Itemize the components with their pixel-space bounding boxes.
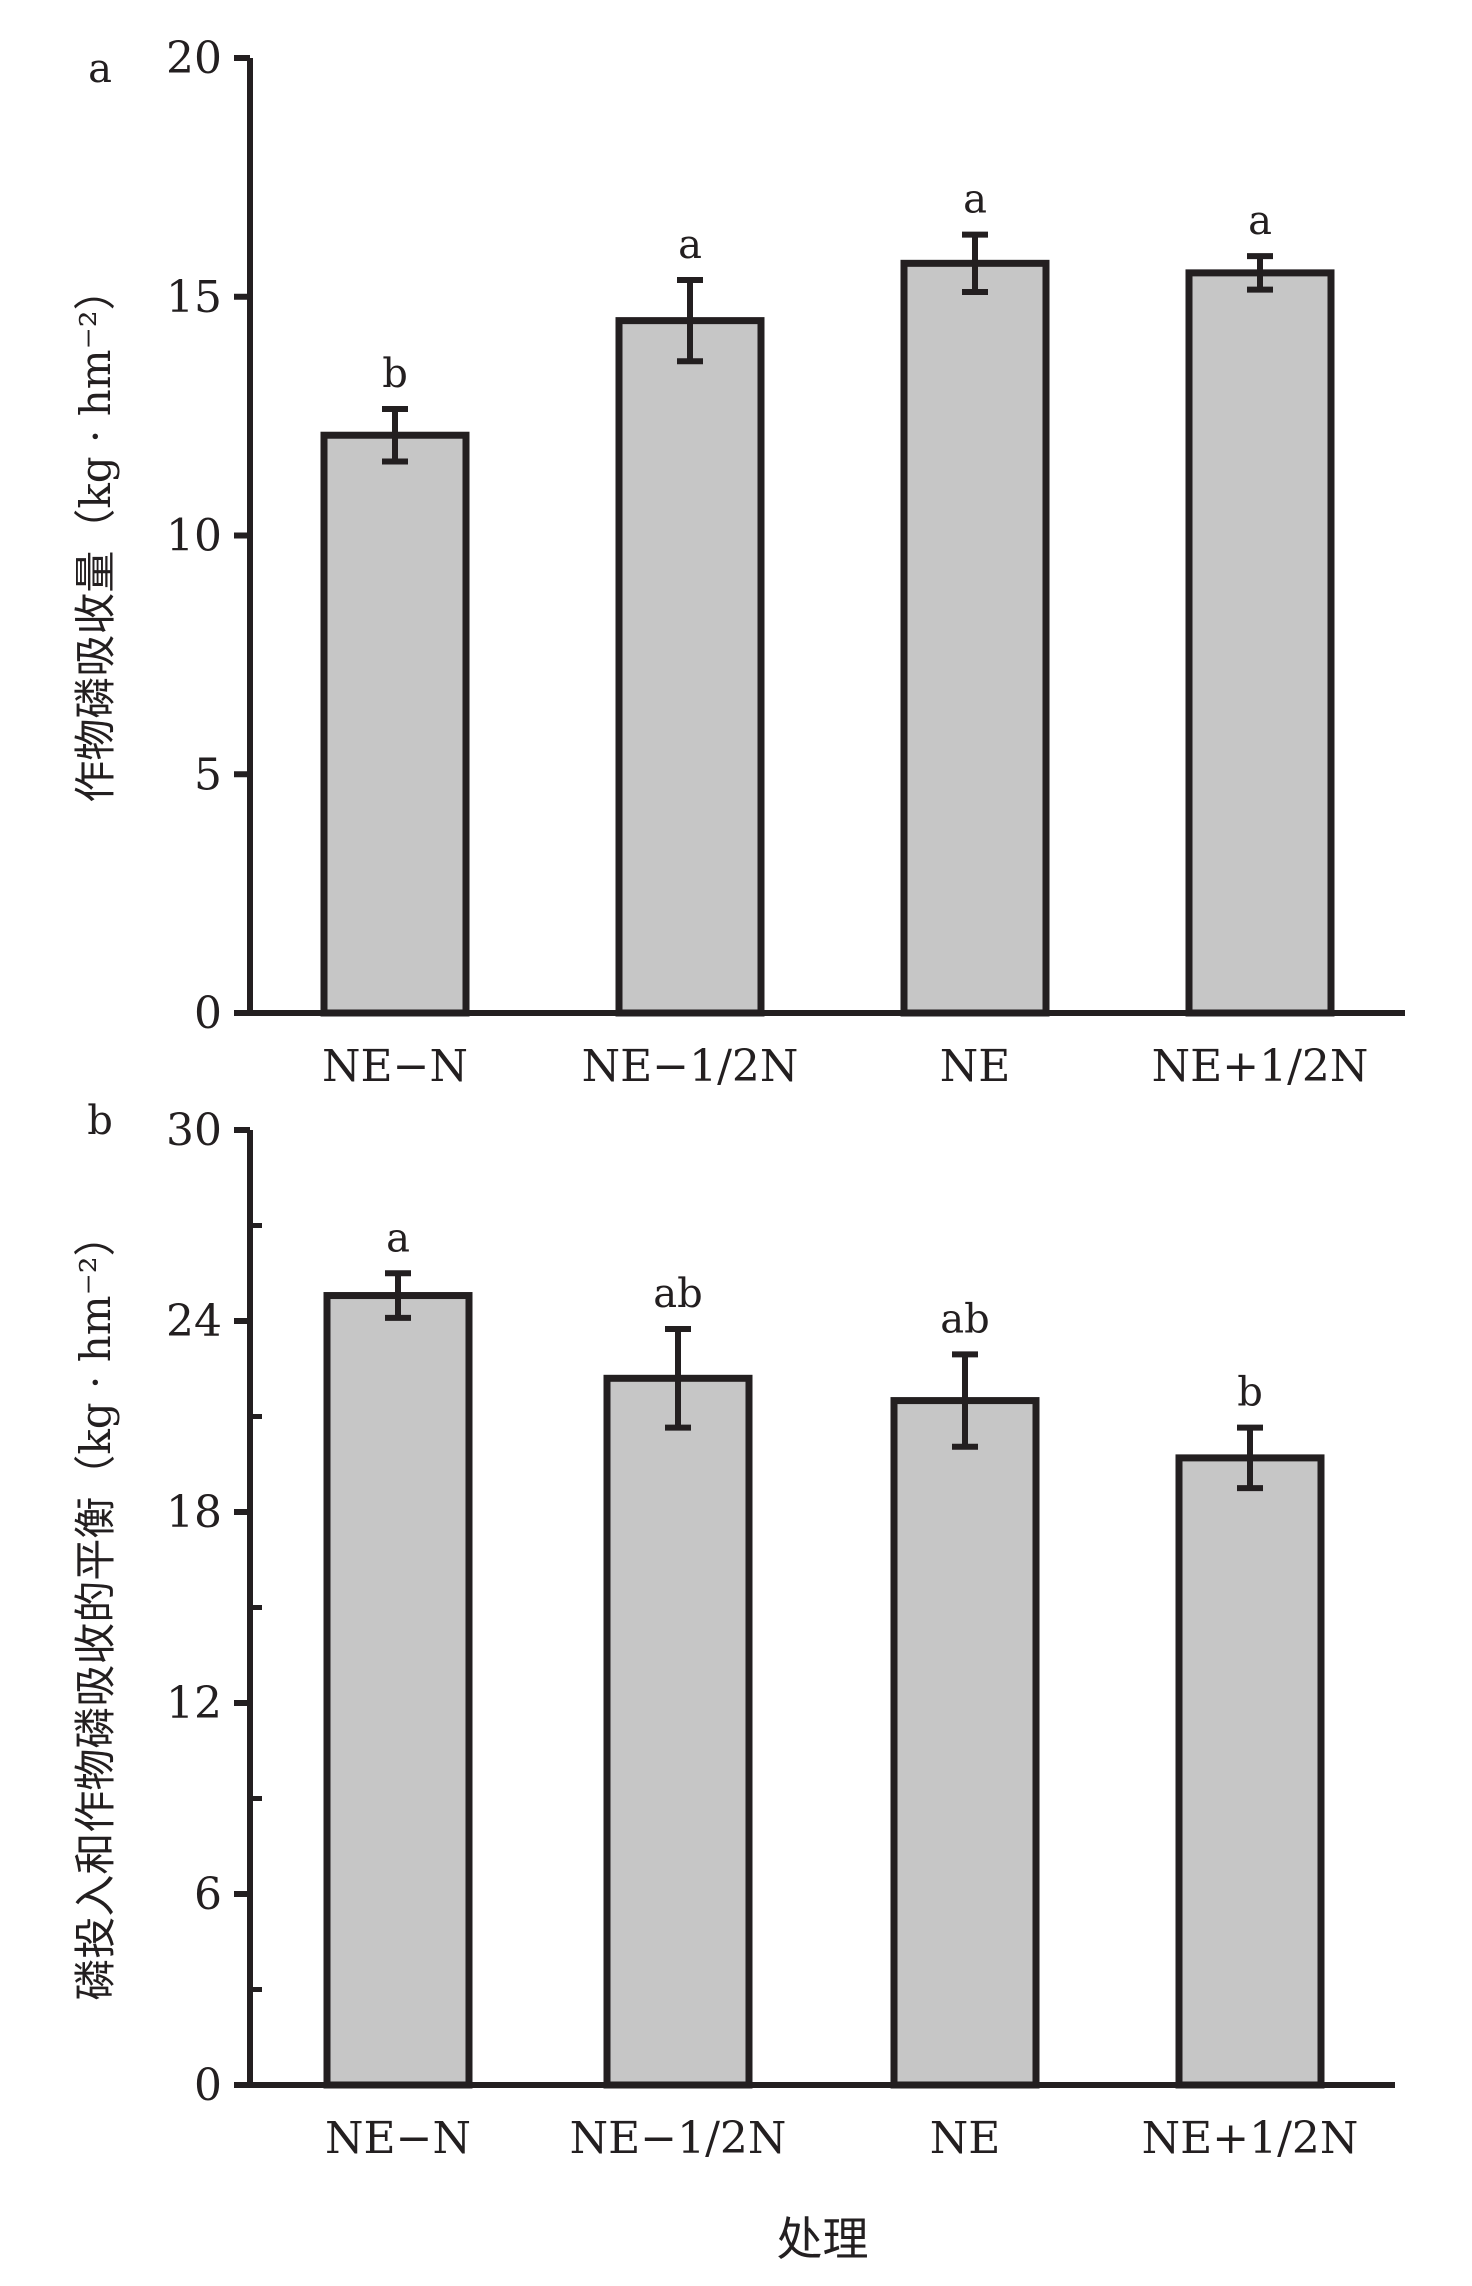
error-bar: [1247, 253, 1273, 293]
error-bar: [952, 1351, 978, 1450]
significance-label: a: [386, 1215, 410, 1261]
bar: [320, 431, 470, 1017]
panel-b: a ab ab b 0 6 12 18 24 30 NE−N NE−1/2N NE NE+1/2N b 磷投入…: [71, 1098, 1395, 2266]
y-tick-label: 6: [194, 1869, 222, 1920]
significance-label: a: [678, 222, 702, 268]
error-bar: [385, 1270, 411, 1321]
x-tick-label: NE+1/2N: [1142, 2113, 1359, 2164]
x-tick-label: NE+1/2N: [1152, 1041, 1369, 1092]
x-tick-label: NE: [930, 2113, 1001, 2164]
y-axis-title: 磷投入和作物磷吸收的平衡（kg · hm⁻²）: [71, 1214, 120, 2000]
bar: [603, 1374, 753, 2089]
y-axis-title: 作物磷吸收量（kg · hm⁻²）: [71, 268, 120, 802]
y-tick-label: 12: [166, 1678, 222, 1729]
error-bar: [382, 405, 408, 465]
panel-label: b: [87, 1098, 113, 1144]
significance-label: b: [1237, 1370, 1263, 1416]
error-bar: [665, 1325, 691, 1431]
y-tick-label: 20: [166, 33, 222, 84]
significance-label: ab: [940, 1296, 989, 1342]
panel-label: a: [88, 46, 112, 92]
y-tick-label: 24: [166, 1296, 222, 1347]
x-tick-label: NE−1/2N: [570, 2113, 787, 2164]
x-tick-label: NE−N: [325, 2113, 471, 2164]
bar: [890, 1397, 1040, 2089]
error-bar: [1237, 1424, 1263, 1492]
y-tick-label: 5: [194, 749, 222, 800]
bar: [323, 1292, 473, 2089]
y-tick-label: 30: [166, 1105, 222, 1156]
x-tick-label: NE−N: [322, 1041, 468, 1092]
significance-label: a: [1248, 198, 1272, 244]
y-tick-label: 0: [194, 988, 222, 1039]
x-axis-title: 处理: [777, 2212, 869, 2266]
x-tick-label: NE: [940, 1041, 1011, 1092]
bar: [900, 259, 1050, 1017]
significance-label: b: [382, 351, 408, 397]
panel-a: b a a a 0 5 10 15 20 NE−N NE−1/2N NE NE+1/2N a 作物磷吸收量（…: [71, 33, 1405, 1092]
significance-label: a: [963, 177, 987, 223]
y-tick-label: 15: [166, 272, 222, 323]
bar: [615, 317, 765, 1017]
y-tick-label: 10: [166, 511, 222, 562]
y-tick-label: 0: [194, 2060, 222, 2111]
x-tick-label: NE−1/2N: [582, 1041, 799, 1092]
error-bar: [677, 277, 703, 365]
bar: [1175, 1454, 1325, 2089]
y-tick-label: 18: [166, 1487, 222, 1538]
significance-label: ab: [653, 1271, 702, 1317]
bar: [1185, 269, 1335, 1017]
error-bar: [962, 231, 988, 295]
